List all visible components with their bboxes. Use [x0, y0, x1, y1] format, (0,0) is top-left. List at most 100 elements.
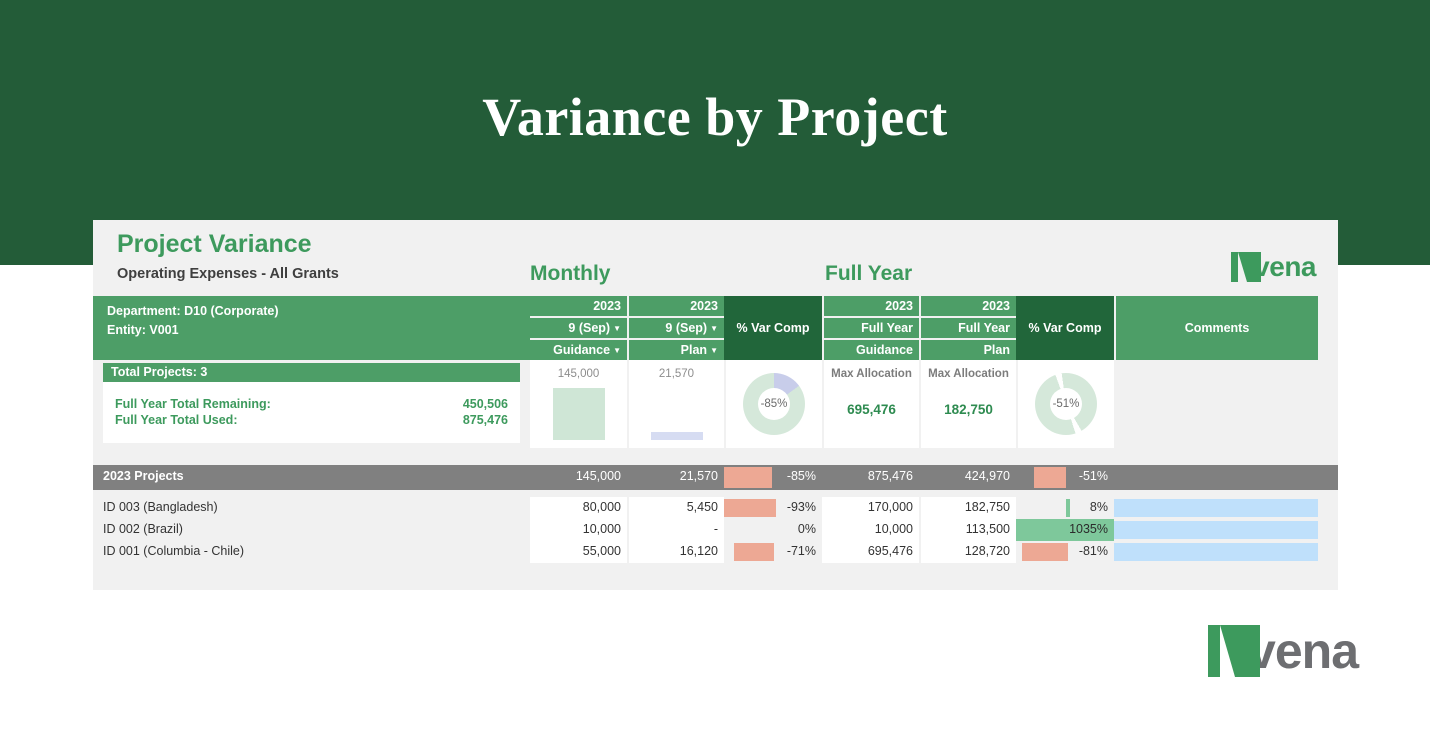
chevron-down-icon: ▼ — [613, 346, 621, 356]
row-comment[interactable] — [1114, 499, 1318, 517]
kpi-monthly-plan-value: 21,570 — [658, 368, 695, 380]
col-monthly-guidance-scenario[interactable]: Guidance ▼ — [530, 340, 627, 361]
table-row[interactable]: ID 003 (Bangladesh) 80,000 5,450 -93% 17… — [93, 497, 1338, 519]
total-fullyear-var-label: -51% — [1078, 469, 1108, 483]
col-fullyear-guidance-scenario: Guidance — [824, 340, 919, 360]
col-comments: Comments — [1114, 296, 1318, 360]
row-monthly-var: -93% — [724, 497, 822, 519]
row-fullyear-plan: 182,750 — [919, 497, 1016, 519]
vena-logo-footer: vena — [1208, 623, 1359, 679]
table-total-row: 2023 Projects 145,000 21,570 -85% 875,47… — [93, 465, 1338, 490]
slide-title: Variance by Project — [482, 87, 948, 147]
filter-department: Department: D10 (Corporate) — [107, 304, 279, 318]
total-fullyear-var-bar — [1034, 467, 1066, 488]
col-monthly-plan-scenario[interactable]: Plan ▼ — [629, 340, 724, 361]
col-monthly-guidance-period[interactable]: 9 (Sep) ▼ — [530, 318, 627, 341]
row-monthly-plan: - — [627, 519, 724, 541]
summary-used-label: Full Year Total Used: — [115, 413, 238, 427]
row-fullyear-plan: 128,720 — [919, 541, 1016, 563]
row-fullyear-var-label: 8% — [1089, 500, 1108, 514]
row-monthly-var-bar — [734, 543, 774, 561]
donut-chart-monthly: -85% — [743, 373, 805, 435]
total-monthly-var: -85% — [724, 465, 822, 490]
donut-chart-fullyear: -51% — [1035, 373, 1097, 435]
row-fullyear-guidance: 695,476 — [822, 541, 919, 563]
row-monthly-var: 0% — [724, 519, 822, 541]
row-fullyear-var-label: -81% — [1078, 544, 1108, 558]
report-subtitle: Operating Expenses - All Grants — [117, 266, 339, 282]
col-fullyear-plan-period: Full Year — [921, 318, 1016, 340]
row-fullyear-var-bar — [1022, 543, 1068, 561]
kpi-fullyear-plan-label: Max Allocation — [928, 368, 1009, 380]
col-monthly-guidance: 2023 9 (Sep) ▼ Guidance ▼ — [530, 296, 627, 361]
row-name: ID 003 (Bangladesh) — [103, 500, 218, 514]
total-monthly-plan: 21,570 — [679, 469, 718, 483]
total-fullyear-plan: 424,970 — [964, 469, 1010, 483]
summary-comments-spacer — [1114, 360, 1318, 448]
row-monthly-var-label: -93% — [786, 500, 816, 514]
row-monthly-plan: 16,120 — [627, 541, 724, 563]
vena-logo-mark-icon — [1231, 252, 1262, 282]
chevron-down-icon: ▼ — [613, 324, 621, 334]
row-comment[interactable] — [1114, 543, 1318, 561]
row-name: ID 001 (Columbia - Chile) — [103, 544, 245, 558]
report-card: Project Variance Operating Expenses - Al… — [93, 220, 1338, 590]
kpi-fullyear-plan: Max Allocation 182,750 — [919, 360, 1016, 448]
summary-remaining-row: Full Year Total Remaining: 450,506 — [115, 396, 508, 412]
total-monthly-guidance: 145,000 — [575, 469, 621, 483]
row-fullyear-var-bar — [1066, 499, 1070, 517]
kpi-fullyear-var-donut: -51% — [1016, 360, 1114, 448]
kpi-fullyear-guidance-label: Max Allocation — [831, 368, 912, 380]
row-name: ID 002 (Brazil) — [103, 522, 183, 536]
row-fullyear-var: 1035% — [1016, 519, 1114, 541]
total-row-name: 2023 Projects — [103, 469, 184, 483]
row-fullyear-var-label: 1035% — [1069, 522, 1108, 536]
row-fullyear-var: -81% — [1016, 541, 1114, 563]
vena-logo-card: vena — [1231, 251, 1316, 282]
row-fullyear-guidance: 10,000 — [822, 519, 919, 541]
row-comment[interactable] — [1114, 521, 1318, 539]
filter-block: Department: D10 (Corporate) Entity: V001 — [93, 296, 530, 360]
row-fullyear-plan: 113,500 — [919, 519, 1016, 541]
row-monthly-var-label: -71% — [786, 544, 816, 558]
row-fullyear-guidance: 170,000 — [822, 497, 919, 519]
total-fullyear-var: -51% — [1016, 465, 1114, 490]
col-monthly-guidance-year: 2023 — [530, 296, 627, 318]
group-header-monthly: Monthly — [530, 262, 611, 285]
col-fullyear-plan-scenario: Plan — [921, 340, 1016, 360]
report-title: Project Variance — [117, 230, 312, 258]
col-fullyear-var-comp: % Var Comp — [1016, 296, 1114, 360]
summary-row: Total Projects: 3 Full Year Total Remain… — [93, 360, 1338, 448]
vena-logo-text: vena — [1254, 251, 1316, 282]
chevron-down-icon: ▼ — [710, 346, 718, 356]
kpi-monthly-guidance-value: 145,000 — [557, 368, 600, 380]
summary-remaining-value: 450,506 — [462, 397, 508, 411]
total-monthly-var-bar — [724, 467, 772, 488]
kpi-fullyear-guidance-value: 695,476 — [847, 402, 896, 417]
group-header-full-year: Full Year — [825, 262, 913, 285]
row-monthly-var-label: 0% — [797, 522, 816, 536]
kpi-monthly-plan-bar — [650, 432, 703, 440]
chevron-down-icon: ▼ — [710, 324, 718, 334]
summary-totals-box: Full Year Total Remaining: 450,506 Full … — [103, 382, 520, 443]
col-monthly-plan-period[interactable]: 9 (Sep) ▼ — [629, 318, 724, 341]
row-monthly-guidance: 10,000 — [530, 519, 627, 541]
summary-used-row: Full Year Total Used: 875,476 — [115, 412, 508, 428]
col-monthly-plan: 2023 9 (Sep) ▼ Plan ▼ — [627, 296, 724, 361]
col-fullyear-guidance-year: 2023 — [824, 296, 919, 318]
row-monthly-plan: 5,450 — [627, 497, 724, 519]
summary-left: Total Projects: 3 Full Year Total Remain… — [93, 360, 530, 448]
table-row[interactable]: ID 002 (Brazil) 10,000 - 0% 10,000 113,5… — [93, 519, 1338, 541]
table-row[interactable]: ID 001 (Columbia - Chile) 55,000 16,120 … — [93, 541, 1338, 563]
kpi-fullyear-guidance: Max Allocation 695,476 — [822, 360, 919, 448]
table-header-row: Department: D10 (Corporate) Entity: V001… — [93, 296, 1338, 361]
vena-logo-text: vena — [1248, 623, 1359, 679]
col-fullyear-guidance: 2023 Full Year Guidance — [822, 296, 919, 360]
col-fullyear-guidance-period: Full Year — [824, 318, 919, 340]
total-projects-badge: Total Projects: 3 — [103, 363, 520, 382]
filter-entity: Entity: V001 — [107, 323, 179, 337]
row-monthly-guidance: 55,000 — [530, 541, 627, 563]
row-monthly-guidance: 80,000 — [530, 497, 627, 519]
summary-used-value: 875,476 — [462, 413, 508, 427]
kpi-monthly-guidance: 145,000 — [530, 360, 627, 448]
